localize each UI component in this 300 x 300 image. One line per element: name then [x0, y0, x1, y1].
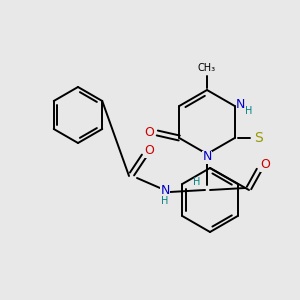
Text: O: O [144, 125, 154, 139]
Text: N: N [202, 151, 212, 164]
Text: O: O [260, 158, 270, 172]
Text: N: N [236, 98, 245, 112]
Text: O: O [144, 145, 154, 158]
Text: H: H [245, 106, 252, 116]
Text: S: S [254, 131, 263, 145]
Text: H: H [193, 177, 201, 187]
Text: N: N [160, 184, 170, 197]
Text: H: H [161, 196, 169, 206]
Text: CH₃: CH₃ [198, 63, 216, 73]
